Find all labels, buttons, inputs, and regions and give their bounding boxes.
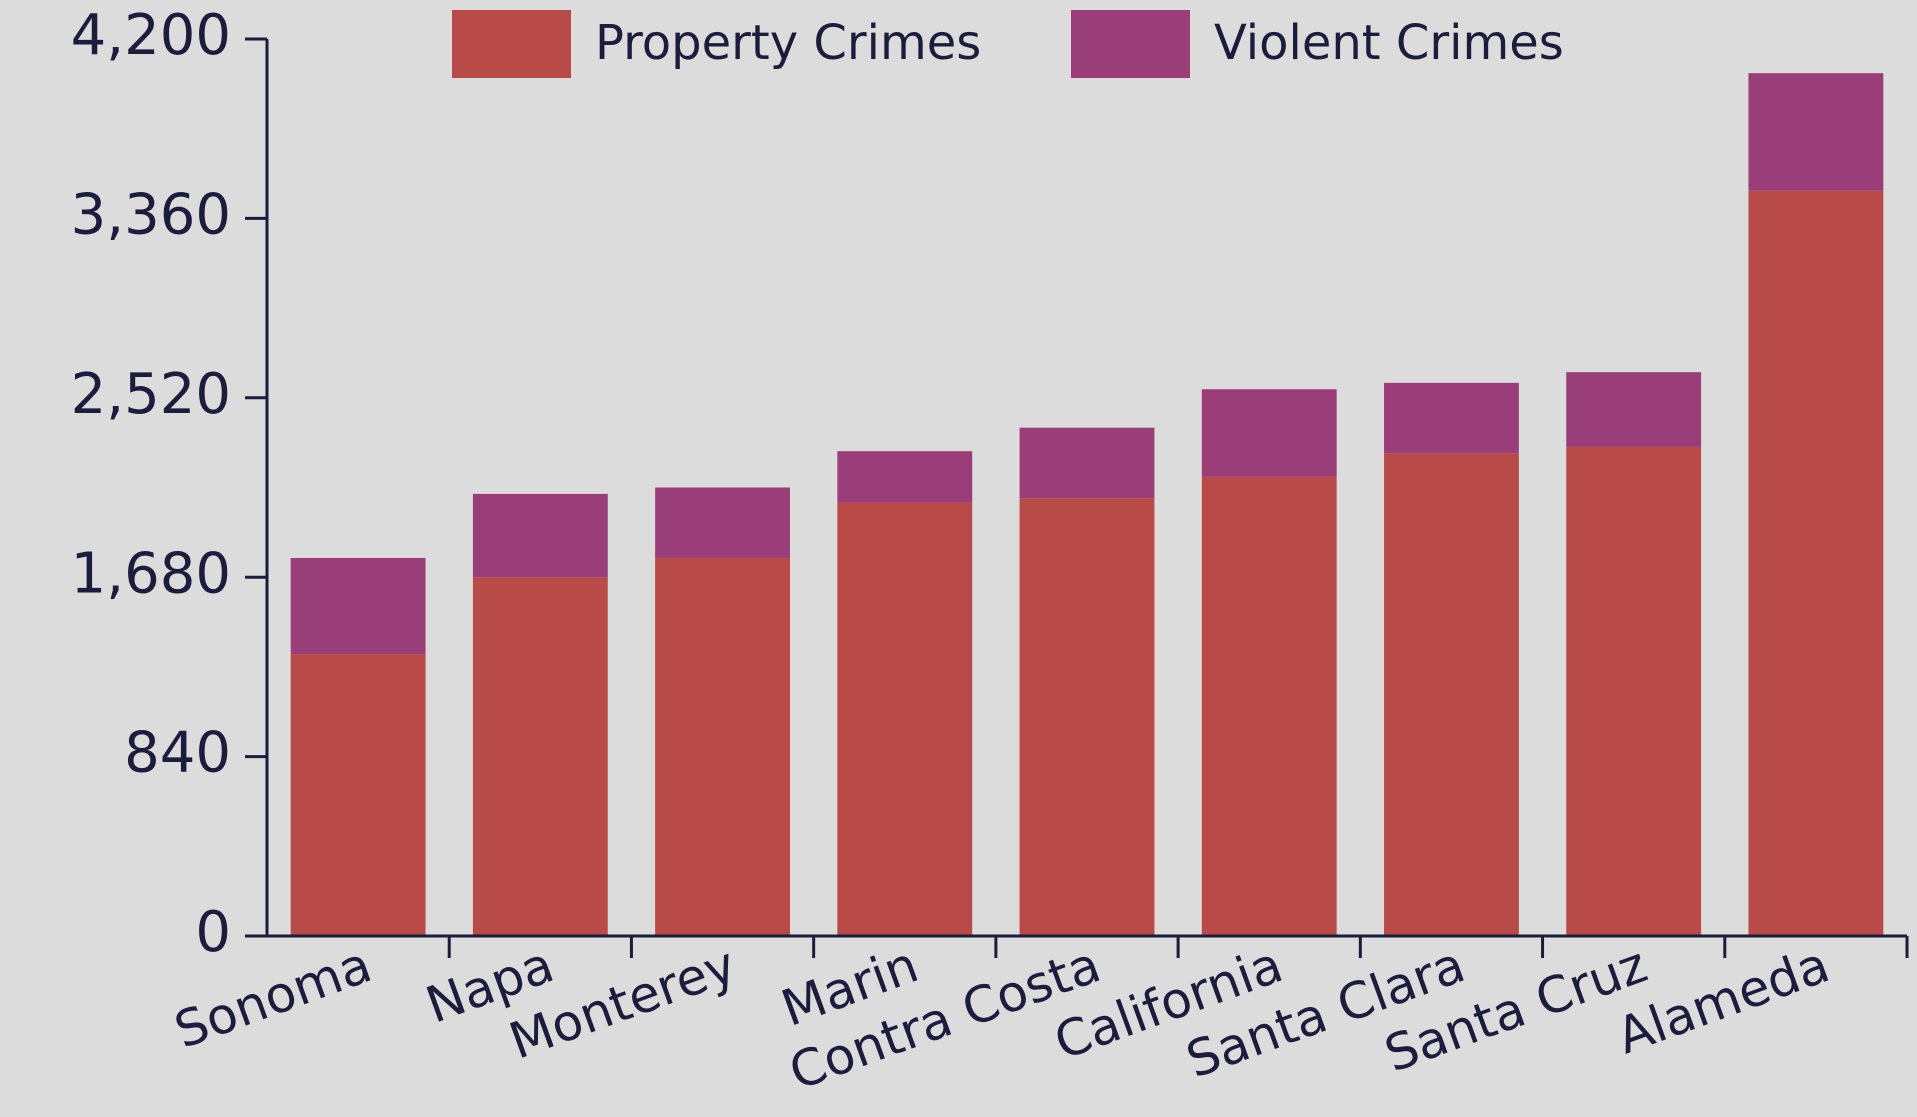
y-tick-label: 2,520 xyxy=(71,362,231,427)
legend-swatch xyxy=(1071,10,1190,78)
x-tick-label: Alameda xyxy=(1609,935,1836,1065)
bar-segment xyxy=(472,577,608,936)
bar-segment xyxy=(837,502,973,936)
bar-segment xyxy=(1748,73,1884,191)
bar-segment xyxy=(1201,389,1337,477)
bar-segment xyxy=(837,451,973,503)
bar-segment xyxy=(1566,446,1702,936)
bar-segment xyxy=(1019,427,1155,499)
bar-segment xyxy=(1019,498,1155,936)
bar-segment xyxy=(1384,453,1519,936)
y-tick-label: 840 xyxy=(124,721,231,786)
bar-segment xyxy=(1201,476,1337,936)
bar-segment xyxy=(1748,190,1884,936)
bar-segment xyxy=(1384,382,1519,454)
bar-segment xyxy=(1566,372,1702,447)
y-tick-label: 4,200 xyxy=(71,3,231,68)
y-tick-label: 1,680 xyxy=(71,541,231,606)
legend-label: Violent Crimes xyxy=(1214,15,1564,71)
bar-segment xyxy=(290,557,426,655)
bar-segment xyxy=(655,487,790,558)
bar-segment xyxy=(290,654,426,936)
bar-segment xyxy=(472,493,608,578)
bar-segment xyxy=(655,557,790,936)
legend-label: Property Crimes xyxy=(595,15,981,71)
legend-swatch xyxy=(452,10,571,78)
y-tick-label: 0 xyxy=(195,900,231,965)
y-tick-label: 3,360 xyxy=(71,183,231,248)
